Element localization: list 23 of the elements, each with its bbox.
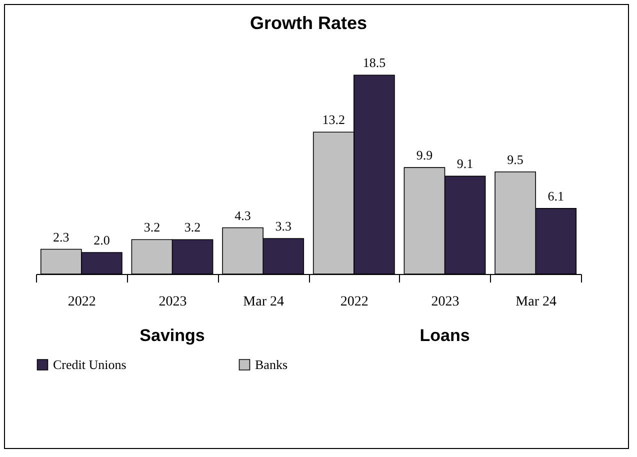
text: Savings — [140, 326, 205, 345]
data-label: 3.3 — [275, 218, 292, 234]
data-label: 13.2 — [322, 112, 346, 128]
data-label: 2.3 — [53, 229, 70, 244]
data-label: 9.9 — [416, 148, 433, 163]
legend-label: Banks — [255, 356, 288, 372]
x-tick-label: 2023 — [431, 294, 460, 310]
x-tick-label: Mar 24 — [243, 294, 284, 310]
data-label: 9.5 — [507, 152, 524, 167]
data-label: 6.1 — [548, 188, 564, 204]
x-tick-label: Mar 24 — [516, 294, 556, 310]
chart-title: Growth Rates — [250, 13, 368, 34]
data-label: 9.1 — [456, 156, 474, 172]
data-label: 18.5 — [362, 55, 386, 70]
data-label: 2.0 — [94, 232, 110, 248]
text: Loans — [420, 326, 470, 345]
x-tick-label: 2023 — [158, 294, 187, 310]
x-tick-label: 2022 — [340, 294, 368, 310]
data-label: 3.2 — [144, 220, 160, 235]
data-label: 4.3 — [234, 208, 251, 223]
legend-label: Credit Unions — [53, 356, 126, 372]
data-label: 3.2 — [184, 220, 201, 235]
x-tick-label: 2022 — [68, 294, 96, 310]
